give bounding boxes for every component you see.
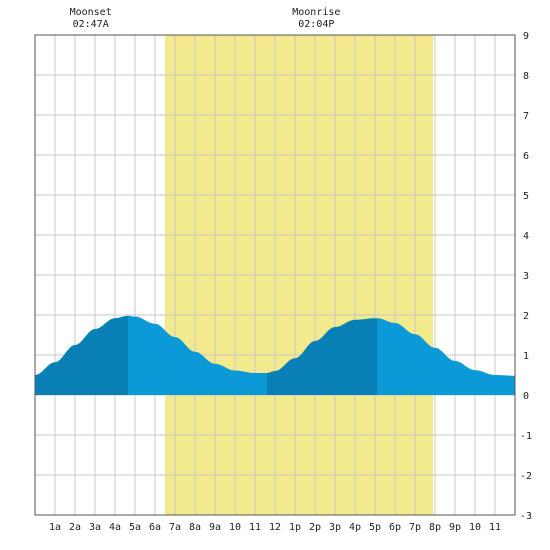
- y-tick-label: 6: [523, 151, 529, 162]
- x-tick-label: 7a: [169, 522, 181, 533]
- x-tick-label: 7p: [409, 522, 421, 533]
- x-tick-label: 9a: [209, 522, 221, 533]
- y-tick-label: 5: [523, 191, 529, 202]
- x-tick-label: 11: [249, 522, 261, 533]
- tide-area-falling: [128, 315, 267, 395]
- x-tick-label: 4p: [349, 522, 361, 533]
- y-tick-label: -1: [520, 431, 532, 442]
- x-tick-label: 12: [269, 522, 281, 533]
- x-tick-label: 11: [489, 522, 501, 533]
- y-tick-label: 2: [523, 311, 529, 322]
- x-tick-label: 3p: [329, 522, 341, 533]
- y-tick-label: 4: [523, 231, 529, 242]
- moon-event-label: Moonrise: [292, 7, 340, 18]
- y-tick-label: 3: [523, 271, 529, 282]
- y-tick-label: -3: [520, 511, 532, 522]
- x-tick-label: 6a: [149, 522, 161, 533]
- tide-area-falling: [377, 318, 515, 395]
- x-tick-label: 10: [229, 522, 241, 533]
- x-tick-label: 1a: [49, 522, 61, 533]
- y-tick-label: 8: [523, 71, 529, 82]
- y-tick-label: 9: [523, 31, 529, 42]
- moon-event-time: 02:04P: [298, 19, 334, 30]
- x-tick-label: 8p: [429, 522, 441, 533]
- x-tick-label: 2a: [69, 522, 81, 533]
- x-tick-label: 9p: [449, 522, 461, 533]
- x-tick-label: 6p: [389, 522, 401, 533]
- moon-event-time: 02:47A: [73, 19, 109, 30]
- x-tick-label: 4a: [109, 522, 121, 533]
- plot-frame: [34, 34, 516, 516]
- y-tick-label: 7: [523, 111, 529, 122]
- tide-area-rising: [267, 318, 377, 395]
- x-tick-label: 5p: [369, 522, 381, 533]
- x-tick-label: 1p: [289, 522, 301, 533]
- moon-event-label: Moonset: [70, 7, 112, 18]
- x-tick-label: 10: [469, 522, 481, 533]
- x-tick-label: 3a: [89, 522, 101, 533]
- tide-area-rising: [35, 315, 128, 395]
- x-tick-label: 8a: [189, 522, 201, 533]
- y-tick-label: 1: [523, 351, 529, 362]
- y-tick-label: -2: [520, 471, 532, 482]
- x-tick-label: 2p: [309, 522, 321, 533]
- y-tick-label: 0: [523, 391, 529, 402]
- x-tick-label: 5a: [129, 522, 141, 533]
